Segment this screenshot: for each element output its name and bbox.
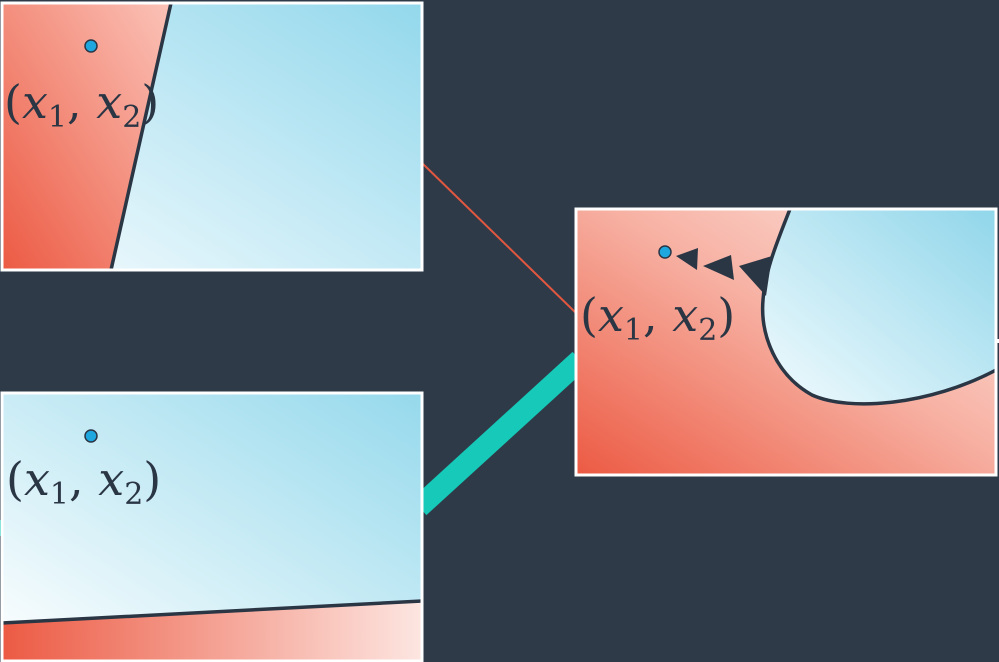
gradient-arrow-small: [676, 248, 698, 270]
decision-boundary: [109, 3, 173, 270]
panel-frame: [574, 207, 998, 477]
decision-boundary: [2, 599, 422, 625]
right-panel: (x1, x2): [574, 207, 998, 477]
point-label: (x1, x2): [580, 288, 735, 348]
gradient-arrow-medium: [703, 255, 734, 280]
gradient-arrow-large: [739, 256, 772, 296]
blue-region: [762, 209, 996, 404]
weak-connection-line: [421, 162, 577, 314]
point-label: (x1, x2): [6, 452, 161, 512]
data-point: [658, 245, 672, 259]
point-label: (x1, x2): [4, 75, 159, 135]
top-left-panel: (x1, x2): [0, 1, 424, 272]
red-region: [2, 3, 171, 270]
panel-frame: [0, 1, 424, 272]
red-region: [2, 601, 422, 661]
data-point: [84, 39, 98, 53]
bottom-left-panel: (x1, x2): [0, 391, 424, 662]
panel-frame: [0, 391, 424, 662]
data-point: [84, 429, 98, 443]
strong-connection-line: [411, 351, 588, 516]
